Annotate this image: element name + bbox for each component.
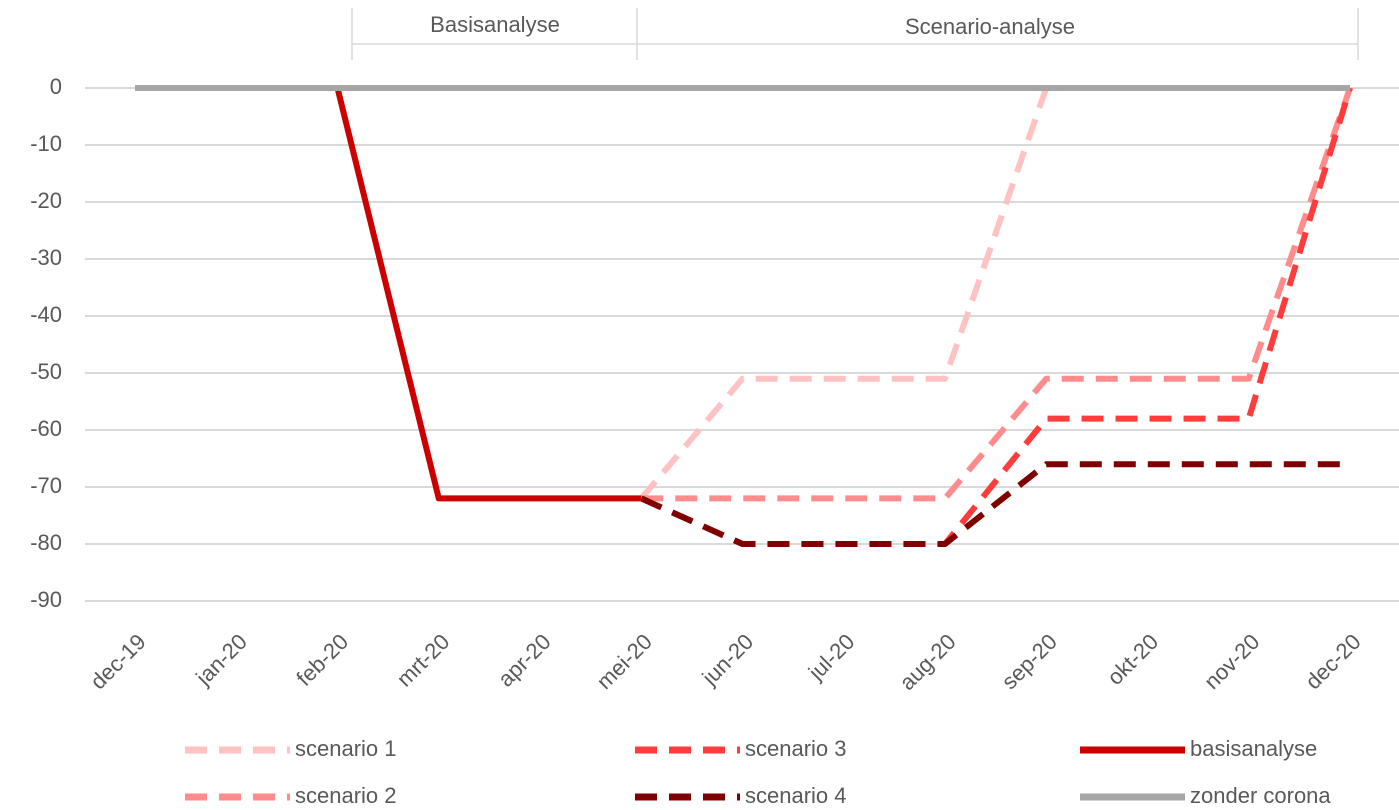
annotation-bracket [351,43,1359,60]
legend-label: scenario 3 [745,736,847,761]
y-tick-label: -70 [30,473,62,498]
x-tick-label: mei-20 [592,629,657,694]
x-tick-label: dec-19 [85,629,150,694]
x-tick-label: apr-20 [493,629,556,692]
x-tick-label: jun-20 [697,629,759,691]
x-tick-label: nov-20 [1199,629,1264,694]
y-tick-label: -20 [30,188,62,213]
series-line [638,87,1050,501]
legend-label: basisanalyse [1190,736,1317,761]
legend-label: zonder corona [1190,783,1331,808]
x-tick-label: okt-20 [1102,629,1163,690]
x-tick-label: sep-20 [997,629,1062,694]
series-line [334,87,642,502]
x-tick-label: aug-20 [895,629,961,695]
y-tick-label: -40 [30,302,62,327]
x-tick-label: dec-20 [1300,629,1365,694]
series-line [641,87,1353,502]
y-tick-label: 0 [50,74,62,99]
x-tick-label: feb-20 [291,629,353,691]
y-tick-label: -30 [30,245,62,270]
annotation: Basisanalyse [430,12,560,37]
y-tick-label: -60 [30,416,62,441]
x-tick-label: mrt-20 [392,629,455,692]
legend-label: scenario 2 [295,783,397,808]
y-tick-label: -80 [30,530,62,555]
series-line [640,87,1353,547]
x-tick-label: jul-20 [803,629,859,685]
legend-label: scenario 4 [745,783,847,808]
x-tick-label: jan-20 [190,629,252,691]
y-tick-label: -10 [30,131,62,156]
y-tick-label: -90 [30,587,62,612]
legend-label: scenario 1 [295,736,397,761]
series-line [640,461,1350,547]
annotation: Scenario-analyse [905,14,1075,39]
y-tick-label: -50 [30,359,62,384]
